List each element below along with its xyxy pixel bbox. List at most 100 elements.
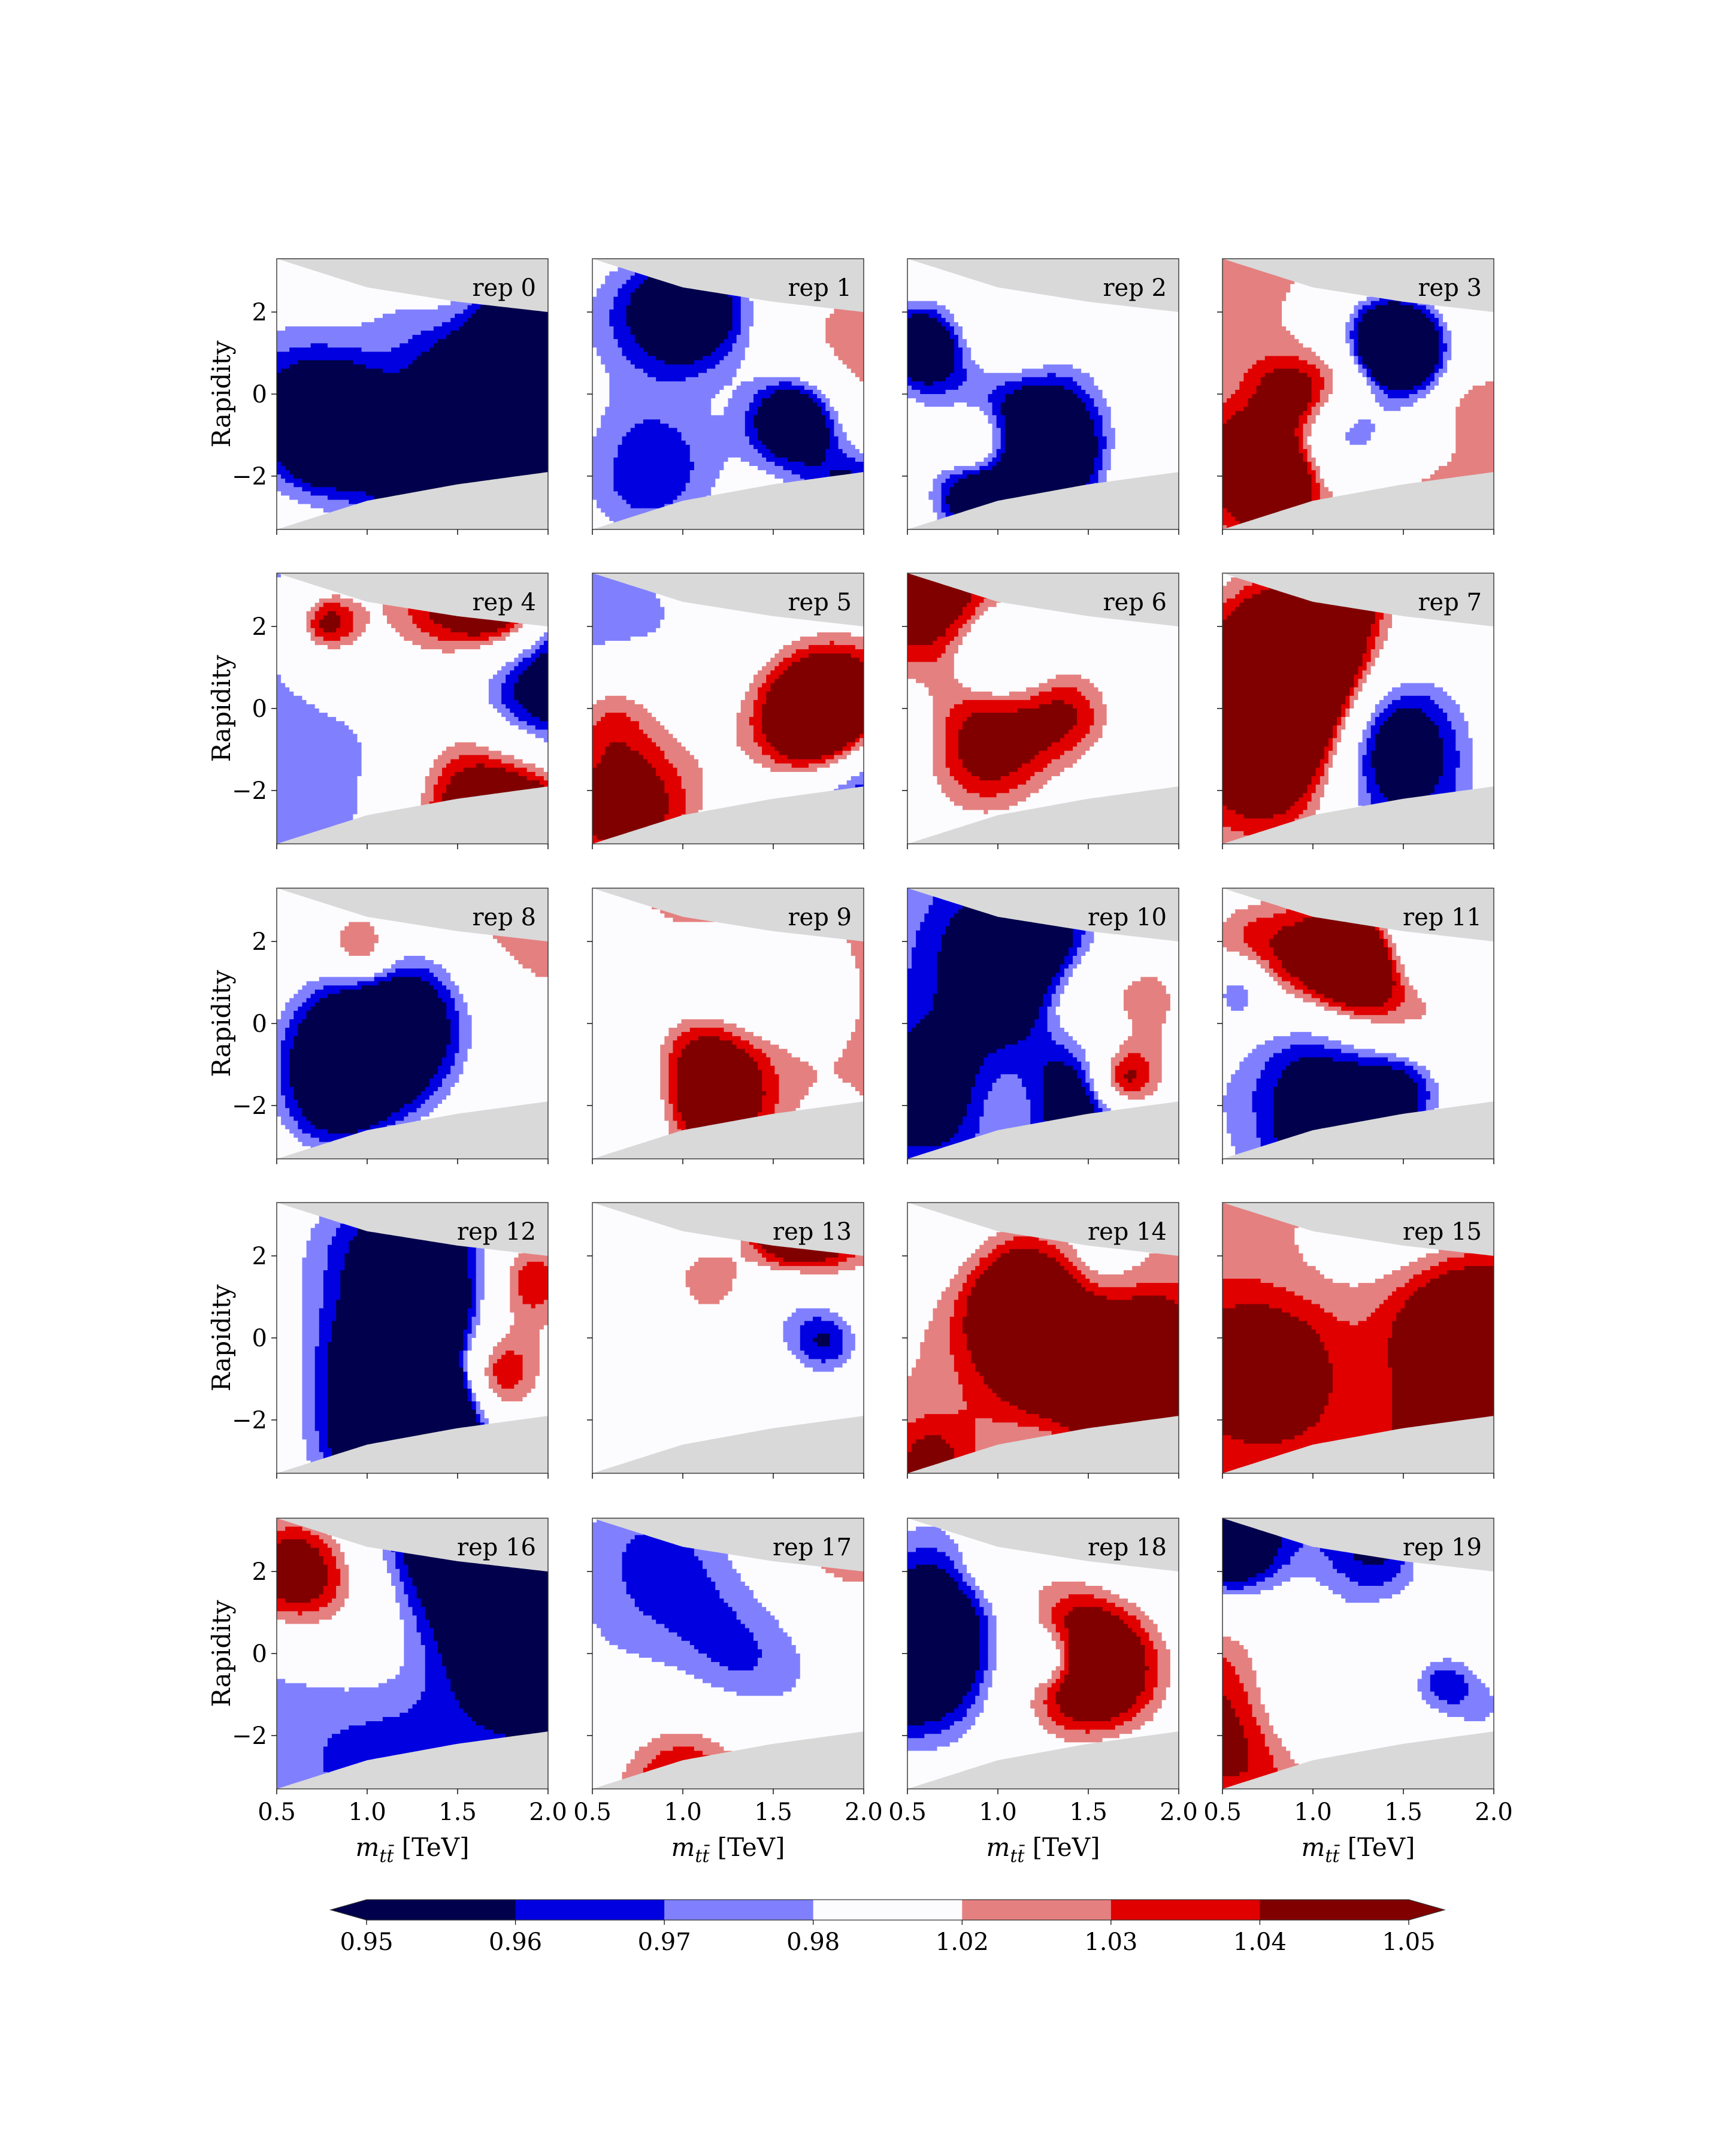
panel-rep-0: rep 0 2 0 −2 Rapidity bbox=[207, 259, 549, 535]
panel-label: rep 17 bbox=[773, 1534, 852, 1561]
panel-label: rep 16 bbox=[457, 1534, 536, 1561]
colorbar-segment bbox=[1260, 1900, 1409, 1920]
x-tick-label: 0.5 bbox=[1203, 1798, 1242, 1826]
y-axis-label: Rapidity bbox=[207, 1600, 236, 1707]
y-tick-label: 2 bbox=[252, 613, 267, 641]
panel-rep-14: rep 14 bbox=[902, 1203, 1179, 1479]
panel-grid: rep 0 2 0 −2 Rapidity rep 1 rep 2 rep 3 rep 4 2 0 −… bbox=[207, 259, 1513, 1867]
panel-rep-16: rep 16 2 0 −2 0.5 1.0 1.5 2.0 Rapidity mtt̄ [TeV] bbox=[207, 1518, 567, 1867]
panel-rep-4: rep 4 2 0 −2 Rapidity bbox=[207, 573, 549, 849]
x-tick-label: 0.5 bbox=[888, 1798, 927, 1826]
x-tick-label: 2.0 bbox=[1160, 1798, 1198, 1826]
x-axis-label: mtt̄ [TeV] bbox=[671, 1833, 785, 1867]
x-axis-label: mtt̄ [TeV] bbox=[1301, 1833, 1415, 1867]
panel-rep-1: rep 1 bbox=[587, 259, 864, 535]
y-axis-label: Rapidity bbox=[207, 655, 236, 762]
y-tick-label: 0 bbox=[252, 381, 267, 408]
panel-rep-6: rep 6 bbox=[902, 573, 1179, 849]
colorbar-segment bbox=[1111, 1900, 1260, 1920]
panel-rep-7: rep 7 bbox=[1217, 573, 1494, 849]
panel-rep-5: rep 5 bbox=[587, 573, 864, 849]
colorbar: 0.95 0.96 0.97 0.98 1.02 1.03 1.04 1.05 bbox=[331, 1900, 1445, 1956]
x-tick-label: 2.0 bbox=[529, 1798, 567, 1826]
colorbar-under-triangle bbox=[331, 1900, 367, 1920]
panel-label: rep 9 bbox=[788, 904, 852, 931]
y-tick-label: −2 bbox=[232, 1407, 267, 1434]
panel-rep-19: rep 19 0.5 1.0 1.5 2.0 mtt̄ [TeV] bbox=[1203, 1518, 1513, 1867]
colorbar-over-triangle bbox=[1409, 1900, 1445, 1920]
panel-rep-11: rep 11 bbox=[1217, 888, 1494, 1164]
x-tick-label: 1.0 bbox=[1294, 1798, 1332, 1826]
panel-rep-8: rep 8 2 0 −2 Rapidity bbox=[207, 888, 549, 1164]
x-tick-label: 1.5 bbox=[438, 1798, 477, 1826]
panel-label: rep 10 bbox=[1088, 904, 1167, 931]
panel-label: rep 12 bbox=[457, 1218, 536, 1246]
panel-label: rep 18 bbox=[1088, 1534, 1167, 1561]
panel-rep-18: rep 18 0.5 1.0 1.5 2.0 mtt̄ [TeV] bbox=[888, 1518, 1198, 1867]
y-tick-label: 2 bbox=[252, 1558, 267, 1586]
colorbar-tick-label: 0.95 bbox=[340, 1928, 393, 1956]
panel-label: rep 2 bbox=[1103, 274, 1167, 302]
panel-label: rep 8 bbox=[472, 904, 536, 931]
panel-label: rep 13 bbox=[773, 1218, 852, 1246]
y-tick-label: 0 bbox=[252, 1640, 267, 1668]
panel-label: rep 15 bbox=[1403, 1218, 1482, 1246]
y-tick-label: 0 bbox=[252, 1325, 267, 1352]
y-tick-label: 2 bbox=[252, 1243, 267, 1270]
colorbar-tick-label: 1.02 bbox=[936, 1928, 989, 1956]
panel-label: rep 3 bbox=[1418, 274, 1482, 302]
y-tick-label: 0 bbox=[252, 1010, 267, 1038]
panel-label: rep 4 bbox=[472, 589, 536, 616]
panel-label: rep 11 bbox=[1403, 904, 1482, 931]
x-tick-label: 1.0 bbox=[979, 1798, 1017, 1826]
x-tick-label: 0.5 bbox=[573, 1798, 612, 1826]
panel-label: rep 14 bbox=[1088, 1218, 1167, 1246]
colorbar-segment bbox=[367, 1900, 516, 1920]
panel-label: rep 1 bbox=[788, 274, 852, 302]
panel-label: rep 7 bbox=[1418, 589, 1482, 616]
y-tick-label: −2 bbox=[232, 1722, 267, 1750]
panel-label: rep 6 bbox=[1103, 589, 1167, 616]
colorbar-tick-label: 0.97 bbox=[638, 1928, 691, 1956]
panel-rep-13: rep 13 bbox=[587, 1203, 864, 1479]
y-tick-label: 2 bbox=[252, 928, 267, 956]
x-axis-label: mtt̄ [TeV] bbox=[986, 1833, 1100, 1867]
y-tick-label: −2 bbox=[232, 463, 267, 490]
y-tick-label: −2 bbox=[232, 1092, 267, 1120]
x-tick-label: 0.5 bbox=[258, 1798, 296, 1826]
y-axis-label: Rapidity bbox=[207, 970, 236, 1077]
y-tick-label: −2 bbox=[232, 777, 267, 805]
x-axis-label: mtt̄ [TeV] bbox=[355, 1833, 469, 1867]
x-tick-label: 1.5 bbox=[1384, 1798, 1423, 1826]
y-tick-label: 0 bbox=[252, 695, 267, 723]
y-axis-label: Rapidity bbox=[207, 1284, 236, 1391]
panel-rep-10: rep 10 bbox=[902, 888, 1179, 1164]
colorbar-segment bbox=[516, 1900, 665, 1920]
panel-rep-3: rep 3 bbox=[1217, 259, 1494, 535]
panel-label: rep 0 bbox=[472, 274, 536, 302]
y-axis-label: Rapidity bbox=[207, 340, 236, 447]
colorbar-tick-label: 1.04 bbox=[1233, 1928, 1287, 1956]
x-tick-label: 2.0 bbox=[845, 1798, 883, 1826]
colorbar-tick-label: 0.96 bbox=[489, 1928, 542, 1956]
panel-rep-17: rep 17 0.5 1.0 1.5 2.0 mtt̄ [TeV] bbox=[573, 1518, 883, 1867]
panel-rep-2: rep 2 bbox=[902, 259, 1179, 535]
panel-rep-12: rep 12 2 0 −2 Rapidity bbox=[207, 1203, 549, 1479]
x-tick-label: 1.0 bbox=[664, 1798, 702, 1826]
panel-rep-15: rep 15 bbox=[1217, 1203, 1494, 1479]
panel-label: rep 19 bbox=[1403, 1534, 1482, 1561]
panel-rep-9: rep 9 bbox=[587, 888, 864, 1164]
y-tick-label: 2 bbox=[252, 299, 267, 326]
panel-label: rep 5 bbox=[788, 589, 852, 616]
x-tick-label: 2.0 bbox=[1475, 1798, 1513, 1826]
colorbar-tick-label: 0.98 bbox=[786, 1928, 840, 1956]
colorbar-tick-label: 1.05 bbox=[1382, 1928, 1435, 1956]
colorbar-segment bbox=[664, 1900, 813, 1920]
x-tick-label: 1.0 bbox=[348, 1798, 386, 1826]
x-tick-label: 1.5 bbox=[754, 1798, 792, 1826]
colorbar-segment bbox=[813, 1900, 963, 1920]
x-tick-label: 1.5 bbox=[1069, 1798, 1107, 1826]
colorbar-segment bbox=[962, 1900, 1111, 1920]
colorbar-tick-label: 1.03 bbox=[1084, 1928, 1137, 1956]
